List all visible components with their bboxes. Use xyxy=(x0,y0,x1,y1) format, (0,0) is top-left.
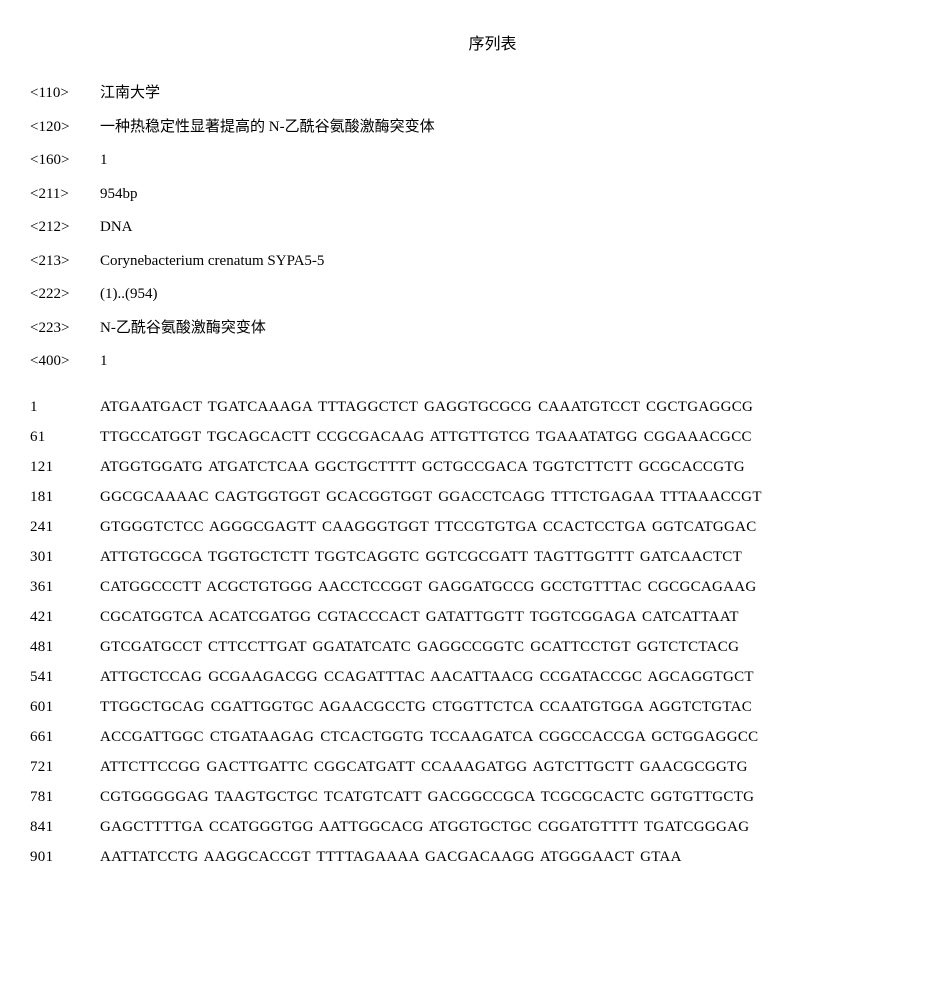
meta-row-213: <213> Corynebacterium crenatum SYPA5-5 xyxy=(30,250,895,273)
seq-nucleotides: TTGGCTGCAG CGATTGGTGC AGAACGCCTG CTGGTTC… xyxy=(100,699,895,716)
meta-tag: <211> xyxy=(30,183,100,206)
seq-nucleotides: GGCGCAAAAC CAGTGGTGGT GCACGGTGGT GGACCTC… xyxy=(100,489,895,506)
seq-nucleotides: CATGGCCCTT ACGCTGTGGG AACCTCCGGT GAGGATG… xyxy=(100,579,895,596)
seq-row: 421 CGCATGGTCA ACATCGATGG CGTACCCACT GAT… xyxy=(30,609,895,626)
seq-row: 241 GTGGGTCTCC AGGGCGAGTT CAAGGGTGGT TTC… xyxy=(30,519,895,536)
seq-position: 661 xyxy=(30,729,100,746)
meta-row-222: <222> (1)..(954) xyxy=(30,283,895,306)
seq-nucleotides: CGCATGGTCA ACATCGATGG CGTACCCACT GATATTG… xyxy=(100,609,895,626)
seq-row: 601 TTGGCTGCAG CGATTGGTGC AGAACGCCTG CTG… xyxy=(30,699,895,716)
meta-tag: <120> xyxy=(30,116,100,139)
seq-nucleotides: GAGCTTTTGA CCATGGGTGG AATTGGCACG ATGGTGC… xyxy=(100,819,895,836)
meta-row-110: <110> 江南大学 xyxy=(30,82,895,105)
meta-tag: <110> xyxy=(30,82,100,105)
seq-row: 1 ATGAATGACT TGATCAAAGA TTTAGGCTCT GAGGT… xyxy=(30,399,895,416)
seq-position: 721 xyxy=(30,759,100,776)
seq-nucleotides: ATTGTGCGCA TGGTGCTCTT TGGTCAGGTC GGTCGCG… xyxy=(100,549,895,566)
meta-row-212: <212> DNA xyxy=(30,216,895,239)
meta-value: 1 xyxy=(100,350,895,373)
seq-row: 121 ATGGTGGATG ATGATCTCAA GGCTGCTTTT GCT… xyxy=(30,459,895,476)
seq-position: 121 xyxy=(30,459,100,476)
sequence-listing-title: 序列表 xyxy=(90,30,895,54)
meta-tag: <223> xyxy=(30,317,100,340)
seq-row: 181 GGCGCAAAAC CAGTGGTGGT GCACGGTGGT GGA… xyxy=(30,489,895,506)
meta-tag: <212> xyxy=(30,216,100,239)
meta-value: 1 xyxy=(100,149,895,172)
meta-tag: <213> xyxy=(30,250,100,273)
seq-nucleotides: ACCGATTGGC CTGATAAGAG CTCACTGGTG TCCAAGA… xyxy=(100,729,895,746)
seq-position: 241 xyxy=(30,519,100,536)
seq-nucleotides: CGTGGGGGAG TAAGTGCTGC TCATGTCATT GACGGCC… xyxy=(100,789,895,806)
seq-position: 781 xyxy=(30,789,100,806)
seq-position: 541 xyxy=(30,669,100,686)
seq-nucleotides: GTCGATGCCT CTTCCTTGAT GGATATCATC GAGGCCG… xyxy=(100,639,895,656)
seq-position: 181 xyxy=(30,489,100,506)
meta-value: N-乙酰谷氨酸激酶突变体 xyxy=(100,317,895,340)
seq-position: 361 xyxy=(30,579,100,596)
meta-tag: <400> xyxy=(30,350,100,373)
metadata-block: <110> 江南大学 <120> 一种热稳定性显著提高的 N-乙酰谷氨酸激酶突变… xyxy=(30,82,895,373)
seq-nucleotides: AATTATCCTG AAGGCACCGT TTTTAGAAAA GACGACA… xyxy=(100,849,895,866)
seq-position: 841 xyxy=(30,819,100,836)
seq-position: 901 xyxy=(30,849,100,866)
seq-row: 661 ACCGATTGGC CTGATAAGAG CTCACTGGTG TCC… xyxy=(30,729,895,746)
seq-row: 901 AATTATCCTG AAGGCACCGT TTTTAGAAAA GAC… xyxy=(30,849,895,866)
seq-row: 841 GAGCTTTTGA CCATGGGTGG AATTGGCACG ATG… xyxy=(30,819,895,836)
meta-value: 一种热稳定性显著提高的 N-乙酰谷氨酸激酶突变体 xyxy=(100,116,895,139)
meta-tag: <222> xyxy=(30,283,100,306)
seq-row: 301 ATTGTGCGCA TGGTGCTCTT TGGTCAGGTC GGT… xyxy=(30,549,895,566)
meta-row-223: <223> N-乙酰谷氨酸激酶突变体 xyxy=(30,317,895,340)
meta-value: (1)..(954) xyxy=(100,283,895,306)
seq-nucleotides: GTGGGTCTCC AGGGCGAGTT CAAGGGTGGT TTCCGTG… xyxy=(100,519,895,536)
seq-nucleotides: ATGGTGGATG ATGATCTCAA GGCTGCTTTT GCTGCCG… xyxy=(100,459,895,476)
sequence-block: 1 ATGAATGACT TGATCAAAGA TTTAGGCTCT GAGGT… xyxy=(30,399,895,866)
seq-position: 481 xyxy=(30,639,100,656)
seq-position: 61 xyxy=(30,429,100,446)
meta-value: DNA xyxy=(100,216,895,239)
seq-position: 601 xyxy=(30,699,100,716)
seq-row: 781 CGTGGGGGAG TAAGTGCTGC TCATGTCATT GAC… xyxy=(30,789,895,806)
seq-row: 541 ATTGCTCCAG GCGAAGACGG CCAGATTTAC AAC… xyxy=(30,669,895,686)
seq-nucleotides: ATTGCTCCAG GCGAAGACGG CCAGATTTAC AACATTA… xyxy=(100,669,895,686)
seq-nucleotides: ATTCTTCCGG GACTTGATTC CGGCATGATT CCAAAGA… xyxy=(100,759,895,776)
meta-row-211: <211> 954bp xyxy=(30,183,895,206)
meta-row-400: <400> 1 xyxy=(30,350,895,373)
seq-nucleotides: TTGCCATGGT TGCAGCACTT CCGCGACAAG ATTGTTG… xyxy=(100,429,895,446)
seq-row: 61 TTGCCATGGT TGCAGCACTT CCGCGACAAG ATTG… xyxy=(30,429,895,446)
seq-position: 421 xyxy=(30,609,100,626)
meta-value: Corynebacterium crenatum SYPA5-5 xyxy=(100,250,895,273)
meta-value: 954bp xyxy=(100,183,895,206)
meta-value: 江南大学 xyxy=(100,82,895,105)
seq-row: 721 ATTCTTCCGG GACTTGATTC CGGCATGATT CCA… xyxy=(30,759,895,776)
seq-nucleotides: ATGAATGACT TGATCAAAGA TTTAGGCTCT GAGGTGC… xyxy=(100,399,895,416)
meta-tag: <160> xyxy=(30,149,100,172)
meta-row-160: <160> 1 xyxy=(30,149,895,172)
seq-position: 301 xyxy=(30,549,100,566)
seq-row: 361 CATGGCCCTT ACGCTGTGGG AACCTCCGGT GAG… xyxy=(30,579,895,596)
meta-row-120: <120> 一种热稳定性显著提高的 N-乙酰谷氨酸激酶突变体 xyxy=(30,116,895,139)
seq-row: 481 GTCGATGCCT CTTCCTTGAT GGATATCATC GAG… xyxy=(30,639,895,656)
seq-position: 1 xyxy=(30,399,100,416)
